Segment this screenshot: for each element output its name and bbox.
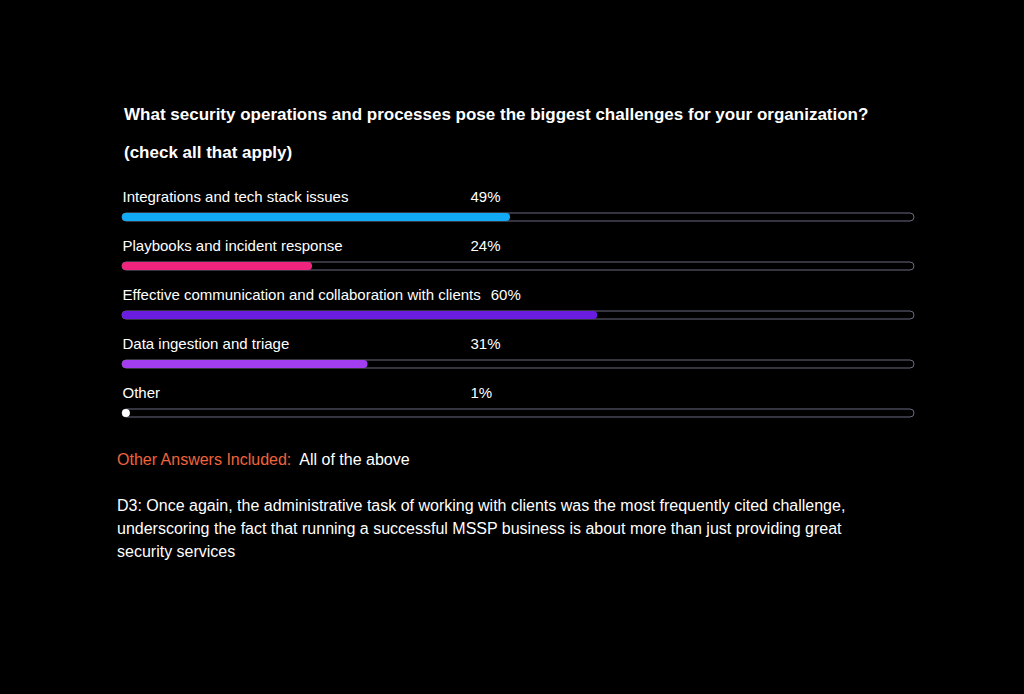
svg-text:24%: 24% — [471, 237, 501, 254]
html-text:What security operations and p: What security operations and processes p… — [124, 105, 869, 162]
html-text:Other Answers Included:: Other Answers Included: — [117, 451, 292, 468]
svg-text:1%: 1% — [471, 384, 493, 401]
svg-text:49%: 49% — [471, 188, 501, 205]
svg-text:31%: 31% — [471, 335, 501, 352]
svg-text:Other: Other — [123, 384, 161, 401]
svg-text:Effective communication and co: Effective communication and collaboratio… — [123, 286, 481, 303]
html-text:All of the above: All of the above — [299, 451, 410, 468]
svg-text:60%: 60% — [491, 286, 521, 303]
svg-text:Data ingestion and triage: Data ingestion and triage — [123, 335, 290, 352]
svg-text:Playbooks and incident respons: Playbooks and incident response — [123, 237, 343, 254]
html-text:D3: Once again, the administra: D3: Once again, the administrative task … — [117, 497, 846, 560]
svg-text:Integrations and tech stack is: Integrations and tech stack issues — [123, 188, 349, 205]
